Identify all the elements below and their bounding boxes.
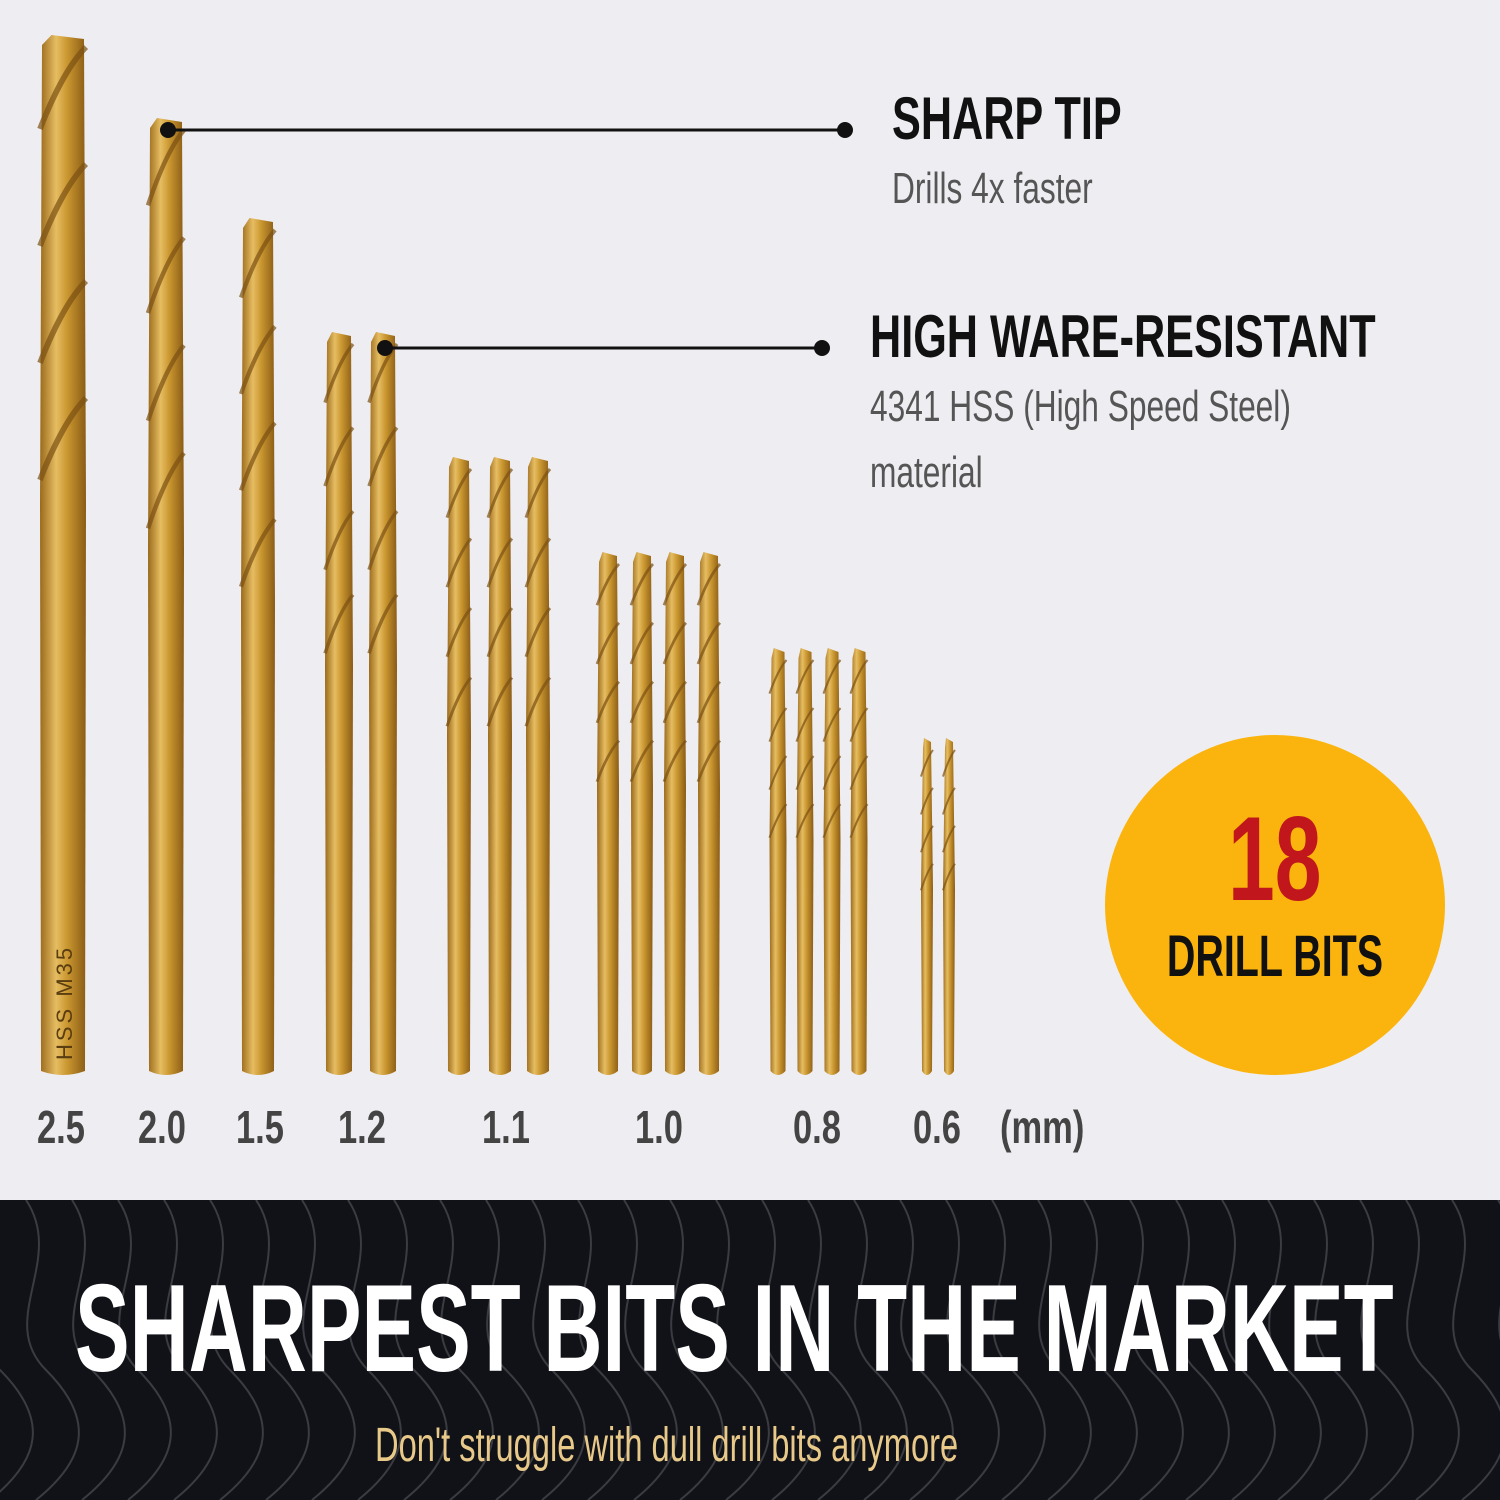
callout-subtitle-wear-resistant: 4341 HSS (High Speed Steel) material [870,382,1291,497]
drill-bit-1.5 [238,218,277,1075]
drill-bit-1.1 [486,457,514,1075]
drill-bit-0.8 [849,648,869,1075]
drill-bit-1.0 [662,552,688,1075]
banner-subheadline: Don't struggle with dull drill bits anym… [375,1419,959,1472]
drill-bit-1.0 [629,552,655,1075]
drill-bit-1.2 [367,332,399,1075]
size-label-2.5: 2.5 [37,1101,85,1153]
size-label-1.5: 1.5 [236,1101,284,1153]
drill-bits-illustration: HSS M35 [37,35,956,1075]
banner-headline: SHARPEST BITS IN THE MARKET [75,1260,1394,1398]
size-label-2.0: 2.0 [138,1101,186,1153]
size-label-0.6: 0.6 [913,1101,961,1153]
drill-bit-0.6 [920,738,934,1075]
drill-bit-0.8 [768,648,788,1075]
badge-number: 18 [1228,792,1322,926]
callout-title-wear-resistant: HIGH WARE-RESISTANT [870,303,1376,370]
unit-label: (mm) [1000,1101,1085,1153]
drill-bit-1.0 [696,552,722,1075]
bottom-banner: SHARPEST BITS IN THE MARKET Don't strugg… [0,1200,1500,1500]
drill-bit-1.1 [445,457,473,1075]
badge-text: DRILL BITS [1166,924,1384,989]
callout-lines [160,122,853,356]
drill-bit-2.5 [37,35,89,1075]
drill-bit-1.2 [323,332,355,1075]
size-label-0.8: 0.8 [793,1101,841,1153]
drill-bit-1.1 [524,457,552,1075]
size-label-1.1: 1.1 [482,1101,530,1153]
drill-bit-1.0 [595,552,621,1075]
size-label-1.2: 1.2 [338,1101,386,1153]
drill-bit-0.6 [942,738,956,1075]
topographic-pattern [0,1200,1500,1500]
bit-count-badge: 18 DRILL BITS [1105,735,1445,1075]
shank-marking: HSS M35 [52,945,77,1060]
drill-bit-2.0 [145,118,186,1075]
drill-bit-0.8 [822,648,842,1075]
callout-title-sharp-tip: SHARP TIP [892,85,1122,152]
size-label-1.0: 1.0 [635,1101,683,1153]
drill-bit-0.8 [795,648,815,1075]
callout-subtitle-sharp-tip: Drills 4x faster [892,164,1093,213]
